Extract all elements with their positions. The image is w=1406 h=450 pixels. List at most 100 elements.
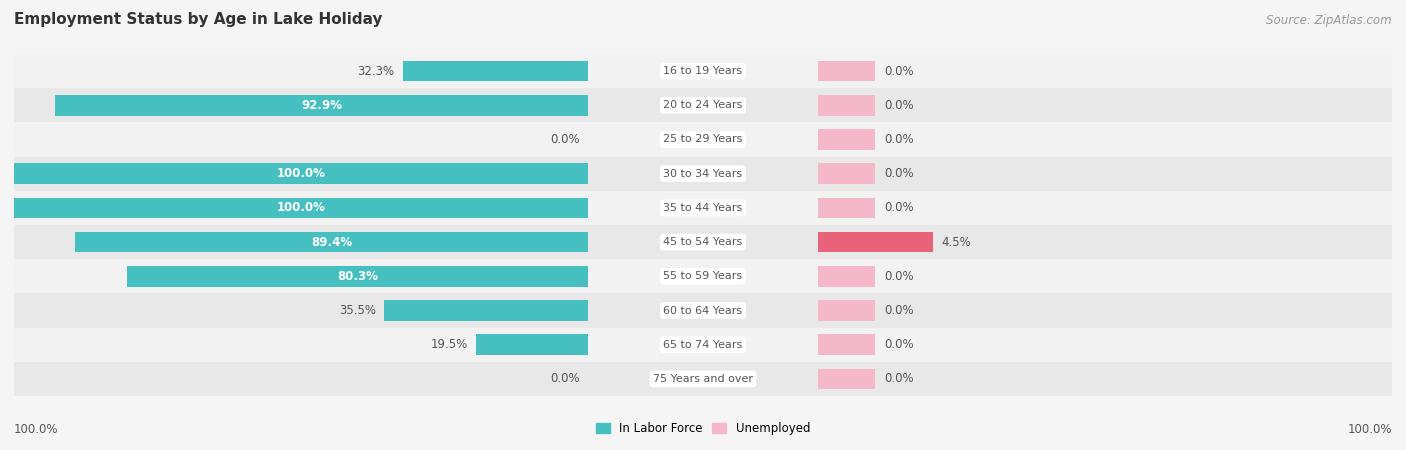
Text: Source: ZipAtlas.com: Source: ZipAtlas.com [1267,14,1392,27]
Text: 60 to 64 Years: 60 to 64 Years [664,306,742,315]
Text: 16 to 19 Years: 16 to 19 Years [664,66,742,76]
Bar [588,122,818,157]
Bar [818,157,1392,191]
Bar [14,54,588,88]
Bar [75,232,588,252]
Text: 4.5%: 4.5% [941,236,972,248]
Bar [818,225,1392,259]
Bar [14,191,588,225]
Bar [14,122,588,157]
Text: 92.9%: 92.9% [301,99,342,112]
Bar [14,293,588,328]
Bar [477,334,588,355]
Bar [14,225,588,259]
Bar [14,225,588,259]
Bar [588,225,818,259]
Text: 100.0%: 100.0% [1347,423,1392,436]
Bar [818,54,1392,88]
Bar [14,157,588,191]
Bar [588,54,818,88]
Bar [588,122,818,157]
Text: 0.0%: 0.0% [550,133,579,146]
Bar [14,259,588,293]
Bar [588,259,818,293]
Bar [818,95,875,116]
Bar [818,163,875,184]
Bar [588,54,818,88]
Bar [588,328,818,362]
Text: 0.0%: 0.0% [884,373,914,385]
Bar [588,362,818,396]
Text: 89.4%: 89.4% [311,236,352,248]
Bar [588,191,818,225]
Text: 32.3%: 32.3% [357,65,394,77]
Bar [818,129,875,150]
Bar [818,362,1392,396]
Bar [14,88,588,122]
Text: 100.0%: 100.0% [277,202,326,214]
Text: 0.0%: 0.0% [884,304,914,317]
Text: 0.0%: 0.0% [884,99,914,112]
Bar [14,259,588,293]
Bar [818,328,1392,362]
Bar [818,259,1392,293]
Text: 45 to 54 Years: 45 to 54 Years [664,237,742,247]
Bar [588,259,818,293]
Bar [588,293,818,328]
Bar [588,88,818,122]
Text: 0.0%: 0.0% [884,338,914,351]
Bar [14,122,588,157]
Text: 0.0%: 0.0% [884,202,914,214]
Bar [55,95,588,116]
Bar [818,225,1392,259]
Bar [818,191,1392,225]
Bar [818,328,1392,362]
Bar [588,293,818,328]
Bar [818,157,1392,191]
Text: 80.3%: 80.3% [337,270,378,283]
Bar [818,362,1392,396]
Text: 0.0%: 0.0% [884,65,914,77]
Bar [588,88,818,122]
Text: 19.5%: 19.5% [430,338,468,351]
Bar [14,163,588,184]
Text: 20 to 24 Years: 20 to 24 Years [664,100,742,110]
Bar [818,88,1392,122]
Text: 35.5%: 35.5% [339,304,375,317]
Text: 30 to 34 Years: 30 to 34 Years [664,169,742,179]
Text: 0.0%: 0.0% [550,373,579,385]
Bar [588,328,818,362]
Bar [818,293,1392,328]
Text: 0.0%: 0.0% [884,270,914,283]
Bar [818,259,1392,293]
Bar [14,54,588,88]
Bar [127,266,588,287]
Text: 55 to 59 Years: 55 to 59 Years [664,271,742,281]
Bar [588,157,818,191]
Text: 0.0%: 0.0% [884,167,914,180]
Bar [818,61,875,81]
Bar [818,300,875,321]
Text: 100.0%: 100.0% [14,423,59,436]
Bar [818,369,875,389]
Bar [14,328,588,362]
Bar [384,300,588,321]
Bar [14,362,588,396]
Text: 0.0%: 0.0% [884,133,914,146]
Bar [588,225,818,259]
Text: Employment Status by Age in Lake Holiday: Employment Status by Age in Lake Holiday [14,12,382,27]
Bar [14,198,588,218]
Bar [818,198,875,218]
Bar [14,191,588,225]
Bar [818,88,1392,122]
Bar [818,54,1392,88]
Bar [14,362,588,396]
Text: 25 to 29 Years: 25 to 29 Years [664,135,742,144]
Bar [402,61,588,81]
Bar [588,191,818,225]
Bar [588,362,818,396]
Bar [818,191,1392,225]
Text: 100.0%: 100.0% [277,167,326,180]
Legend: In Labor Force, Unemployed: In Labor Force, Unemployed [591,417,815,440]
Bar [14,157,588,191]
